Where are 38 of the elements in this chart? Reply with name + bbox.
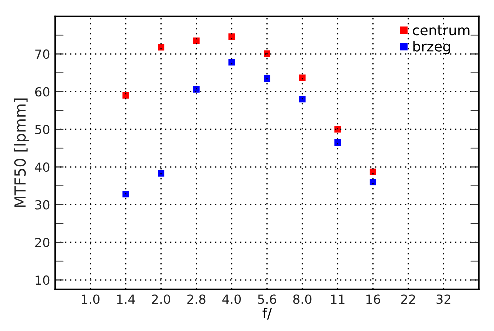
point xyxy=(193,86,200,93)
x-tick-label: 2.8 xyxy=(188,294,206,304)
x-tick-label: 8.0 xyxy=(293,294,312,304)
x-axis-title: f/ xyxy=(262,308,272,320)
point xyxy=(158,44,165,51)
y-tick-label: 30 xyxy=(36,200,50,210)
y-tick-label: 70 xyxy=(36,50,50,60)
x-tick-label: 5.6 xyxy=(258,294,276,304)
point xyxy=(228,59,236,66)
point xyxy=(334,126,342,133)
y-axis-title: MTF50 [lpmm] xyxy=(14,98,30,208)
point xyxy=(122,191,130,198)
x-tick-label: 2.0 xyxy=(152,294,170,304)
y-tick-label: 20 xyxy=(35,238,50,248)
x-tick-label: 1.0 xyxy=(82,294,100,304)
x-tick-label: 32 xyxy=(436,294,451,304)
y-tick-label: 10 xyxy=(36,276,50,286)
y-tick-label: 50 xyxy=(36,125,50,134)
x-tick-label: 22 xyxy=(402,294,416,304)
point xyxy=(122,92,130,99)
x-tick-label: 11 xyxy=(331,294,345,304)
point xyxy=(299,96,306,103)
y-tick-label: 60 xyxy=(35,87,50,97)
x-tick-label: 1.4 xyxy=(117,294,136,304)
point xyxy=(334,139,342,146)
point xyxy=(370,179,376,186)
point xyxy=(158,170,165,177)
legend-label: centrum xyxy=(413,26,470,36)
point xyxy=(193,38,200,44)
point xyxy=(264,75,271,82)
point xyxy=(299,74,306,82)
y-tick-label: 40 xyxy=(35,162,50,172)
x-tick-label: 4.0 xyxy=(222,294,242,304)
point xyxy=(228,34,236,40)
x-tick-label: 16 xyxy=(366,294,380,304)
point xyxy=(370,168,376,176)
point xyxy=(264,50,271,58)
legend-label: brzeg xyxy=(414,41,450,55)
